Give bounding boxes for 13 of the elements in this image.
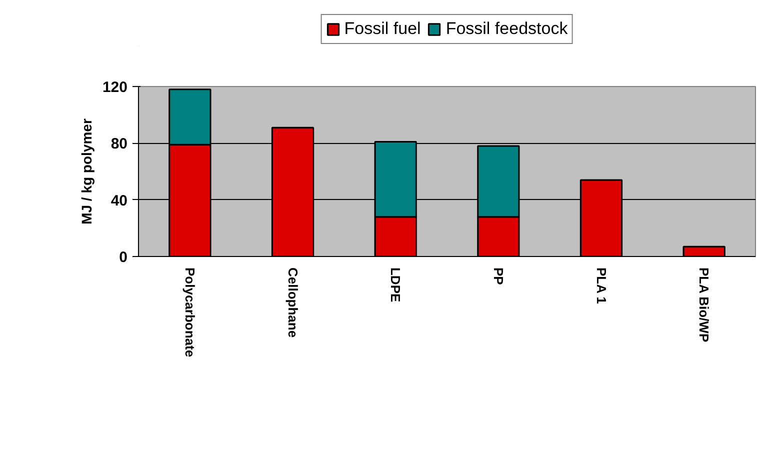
y-axis-title: MJ / kg polymer <box>78 118 94 224</box>
x-tick-label: PP <box>490 268 506 286</box>
y-tick-label: 80 <box>110 136 128 153</box>
legend-label: Fossil feedstock <box>446 19 568 39</box>
x-tick-label: PLA Bio/WP <box>696 268 712 342</box>
legend-label: Fossil fuel <box>344 19 421 39</box>
y-tick-label: 0 <box>119 249 128 266</box>
x-tick-label: PLA 1 <box>594 268 609 304</box>
x-tick-label: Cellophane <box>285 268 300 338</box>
x-tick-label: Polycarbonate <box>182 268 198 358</box>
x-tick-label: LDPE <box>388 268 404 302</box>
y-tick-label: 120 <box>102 79 128 96</box>
y-tick-label: 40 <box>110 192 128 210</box>
